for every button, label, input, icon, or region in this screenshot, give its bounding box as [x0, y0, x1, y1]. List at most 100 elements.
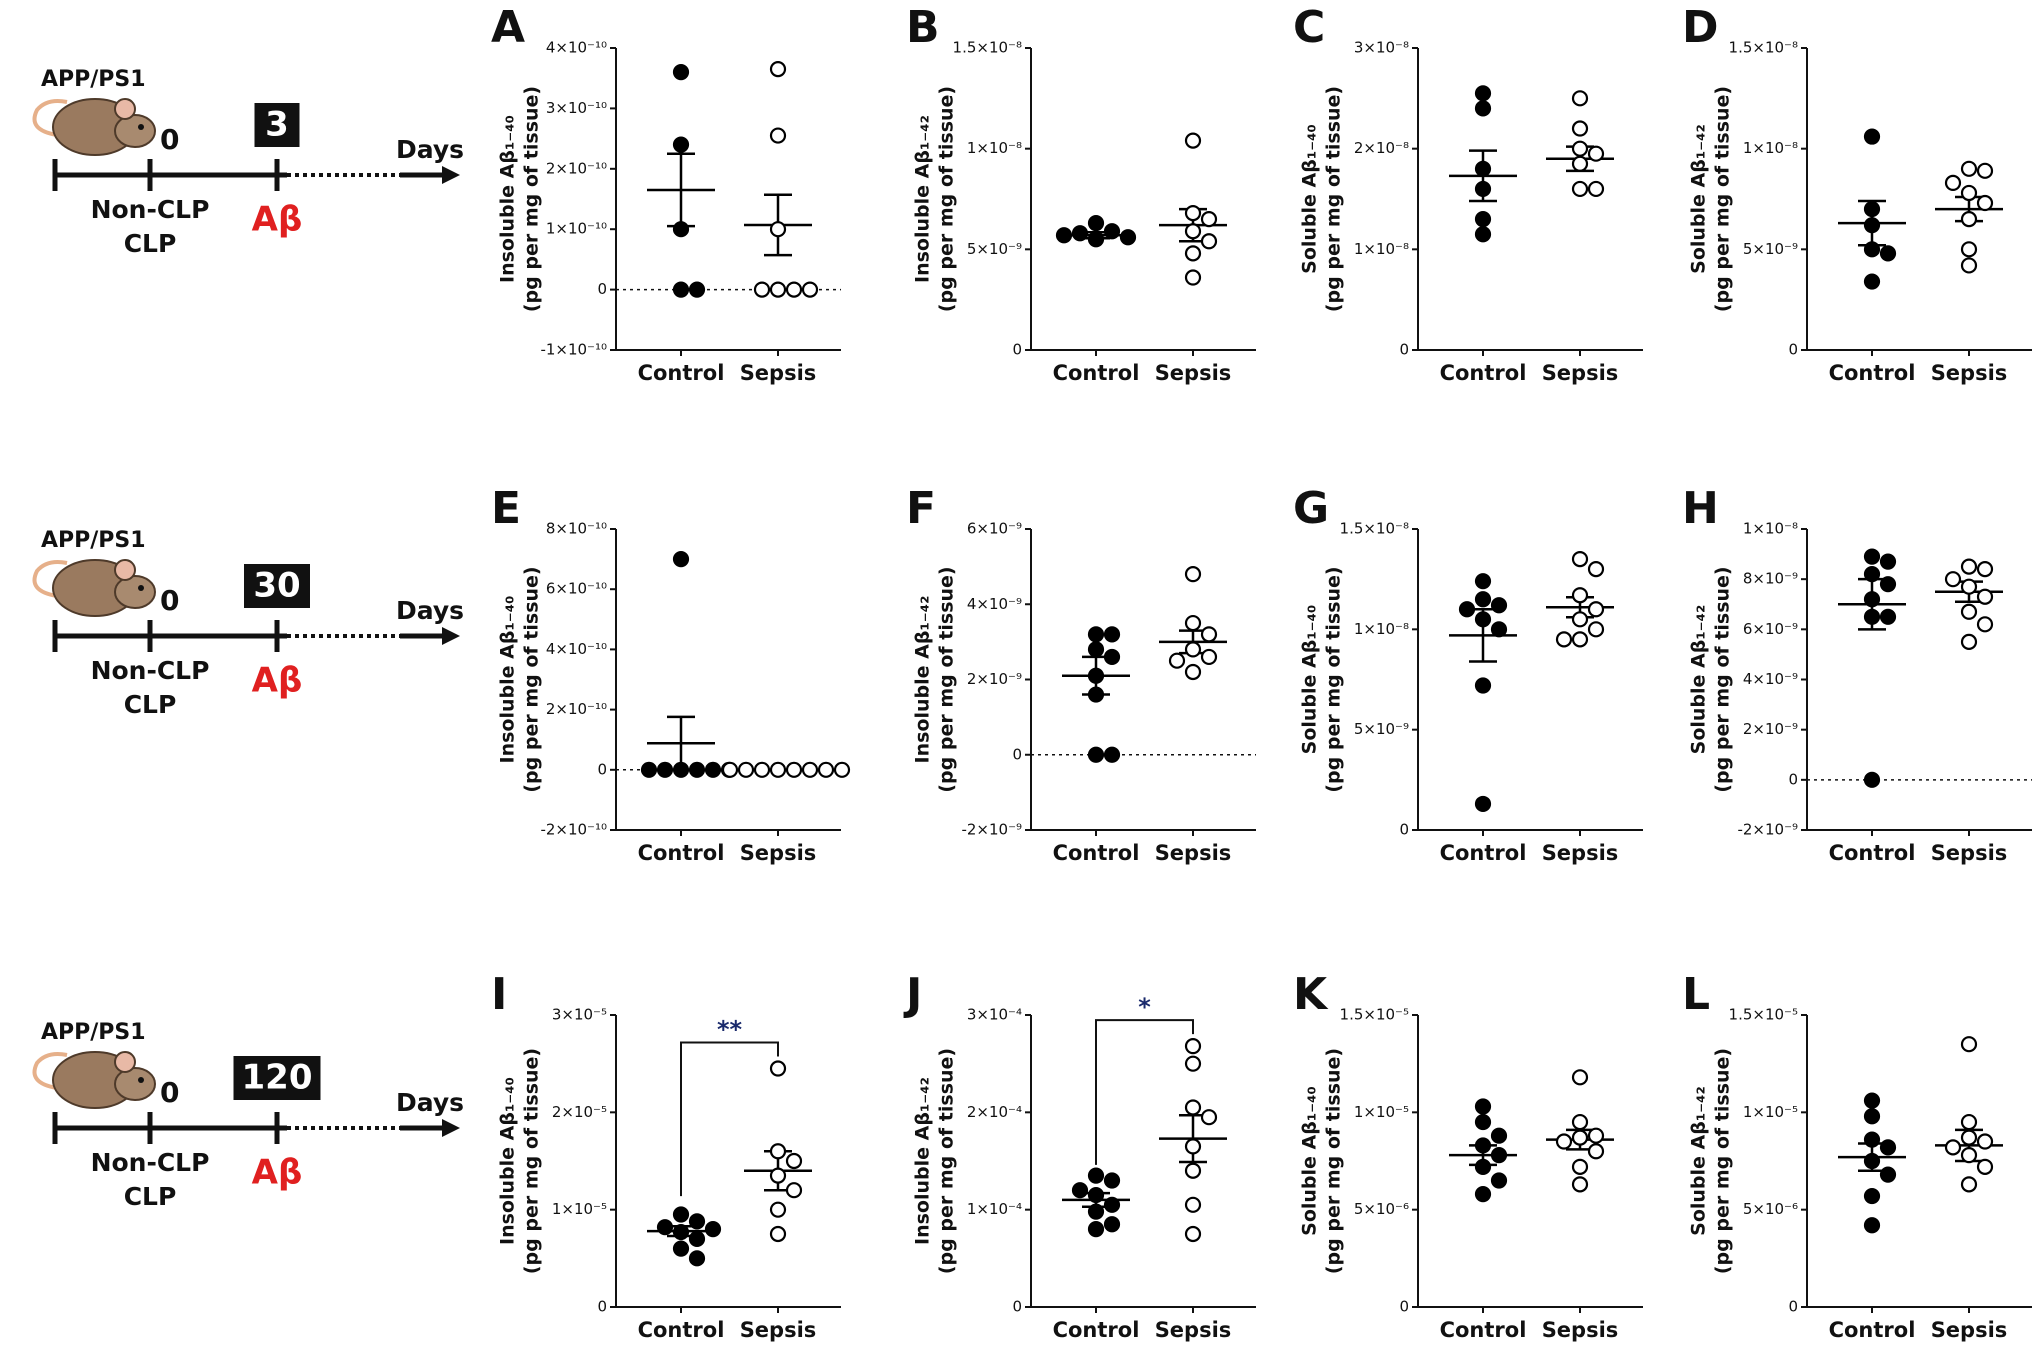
data-point [1863, 1152, 1881, 1170]
data-point [1087, 1203, 1105, 1220]
data-point [1184, 245, 1202, 262]
x-tick-label: Control [1053, 841, 1140, 865]
y-tick-label: 1×10⁻⁸ [1743, 520, 1798, 538]
y-tick-label: 1×10⁻⁸ [1354, 620, 1409, 638]
data-point [1863, 1131, 1881, 1148]
data-point [1474, 1113, 1492, 1131]
y-tick-label: 1×10⁻⁸ [1354, 240, 1409, 258]
x-tick-label: Control [638, 1318, 725, 1342]
mouse-eye [138, 1077, 144, 1083]
data-point [1960, 578, 1978, 595]
data-point [672, 281, 690, 298]
y-axis-label: Insoluble Aβ₁₋₄₂ [912, 596, 934, 764]
data-point [1071, 225, 1089, 242]
data-point [753, 761, 771, 778]
data-point [1944, 571, 1962, 588]
day-label: 120 [242, 1058, 313, 1098]
y-axis-label: Soluble Aβ₁₋₄₂ [1688, 605, 1710, 755]
mouse-eye [138, 585, 144, 591]
data-point [1587, 621, 1605, 638]
group-label: CLP [124, 229, 177, 258]
data-point [1571, 1113, 1589, 1131]
timeline: APP/PS1 0 3 Days Non-CLP CLP Aβ [32, 67, 464, 258]
arrow-head [442, 627, 460, 645]
panel-letter: B [906, 2, 940, 53]
data-point [1960, 1176, 1978, 1193]
mouse-head [114, 1067, 156, 1101]
data-point [1960, 257, 1978, 274]
data-point [1474, 85, 1492, 102]
data-point [1863, 1187, 1881, 1205]
data-point [1960, 184, 1978, 202]
y-tick-label: 0 [1012, 1298, 1022, 1316]
data-point [1184, 614, 1202, 632]
data-point [801, 281, 819, 298]
data-point [1976, 162, 1994, 179]
data-point [1474, 1185, 1492, 1203]
data-point [1879, 1139, 1897, 1156]
unit-label: Days [396, 135, 464, 164]
start-label: 0 [160, 123, 179, 156]
data-point [1103, 1196, 1121, 1213]
x-tick-label: Control [1440, 841, 1527, 865]
y-tick-label: 4×10⁻⁹ [1743, 670, 1798, 688]
y-tick-label: 1.5×10⁻⁸ [953, 39, 1022, 57]
data-point [1087, 231, 1105, 248]
y-tick-label: -2×10⁻⁹ [1737, 821, 1798, 839]
data-point [1571, 180, 1589, 198]
y-tick-label: 1.5×10⁻⁵ [1340, 1006, 1409, 1024]
y-axis-label: (pg per mg of tissue) [521, 1048, 543, 1274]
data-point [1055, 227, 1073, 244]
x-tick-label: Control [1829, 841, 1916, 865]
mouse-tail [32, 99, 68, 137]
data-point [1474, 226, 1492, 243]
y-tick-label: 1×10⁻⁵ [1743, 1103, 1798, 1121]
data-point [1863, 1108, 1881, 1125]
y-tick-label: 3×10⁻⁸ [1354, 39, 1409, 57]
data-point [1976, 1133, 1994, 1150]
significance-label: * [1138, 993, 1151, 1021]
data-point [1960, 558, 1978, 575]
group-label: Non-CLP [91, 656, 210, 685]
data-point [1879, 1166, 1897, 1183]
chart-panel: A Insoluble Aβ₁₋₄₀ (pg per mg of tissue) -1… [491, 2, 841, 385]
mouse-tail [32, 560, 68, 598]
data-point [769, 61, 787, 78]
data-point [1587, 601, 1605, 618]
chart-panel: H Soluble Aβ₁₋₄₂ (pg per mg of tissue) -2×1… [1682, 483, 2032, 865]
mouse-ear [114, 98, 136, 120]
chart-panel: G Soluble Aβ₁₋₄₀ (pg per mg of tissue) 0 5×1… [1293, 483, 1643, 865]
y-tick-label: 3×10⁻⁵ [552, 1006, 607, 1024]
mouse-eye [138, 124, 144, 130]
day-box [244, 564, 310, 608]
data-point [1587, 180, 1605, 198]
x-tick-label: Sepsis [1931, 361, 2008, 385]
group-label: CLP [124, 690, 177, 719]
x-tick-label: Sepsis [1931, 841, 2008, 865]
data-point [1087, 746, 1105, 763]
y-tick-label: 1×10⁻¹⁰ [546, 220, 607, 238]
mouse-tail [32, 1052, 68, 1090]
data-point [672, 761, 690, 778]
data-point [1863, 1217, 1881, 1234]
data-point [1863, 548, 1881, 565]
chart-panel: C Soluble Aβ₁₋₄₀ (pg per mg of tissue) 0 1×1… [1293, 2, 1643, 385]
y-tick-label: 1.5×10⁻⁸ [1729, 39, 1798, 57]
data-point [721, 761, 739, 778]
y-tick-label: 0 [1788, 341, 1798, 359]
y-tick-label: 0 [597, 760, 607, 778]
y-tick-label: 2×10⁻⁹ [967, 670, 1022, 688]
day-box [233, 1056, 321, 1100]
data-point [1168, 652, 1186, 669]
y-axis-label: Insoluble Aβ₁₋₄₂ [912, 115, 934, 283]
day-box [254, 103, 300, 147]
panel-letter: D [1682, 2, 1719, 53]
y-tick-label: 1×10⁻⁸ [967, 139, 1022, 157]
data-point [1571, 611, 1589, 628]
data-point [737, 761, 755, 778]
data-point [1879, 553, 1897, 570]
data-point [1863, 771, 1881, 788]
x-tick-label: Sepsis [1931, 1318, 2008, 1342]
y-tick-label: 2×10⁻⁸ [1354, 139, 1409, 157]
